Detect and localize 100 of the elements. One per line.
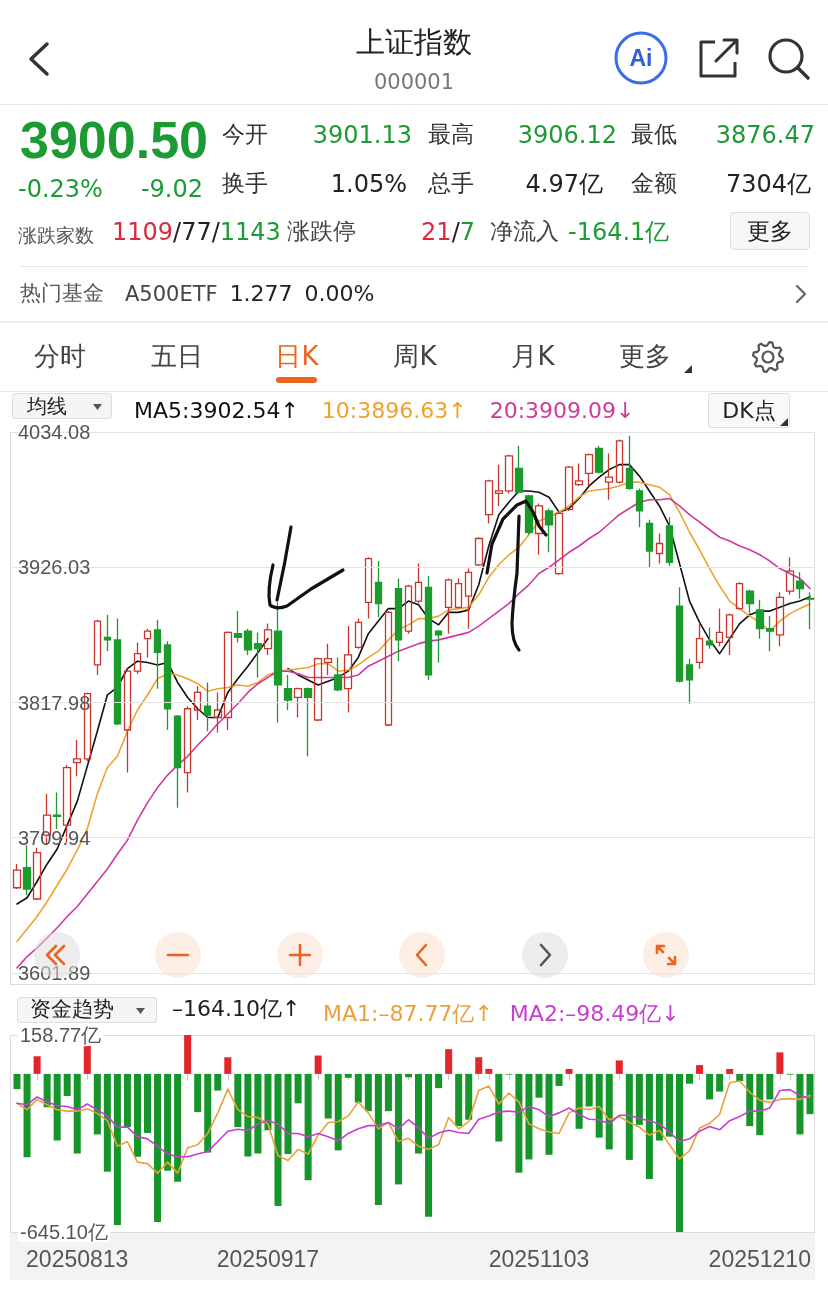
bar	[515, 1073, 523, 1173]
bar	[675, 1073, 684, 1232]
candlestick	[72, 739, 82, 777]
bar	[204, 1073, 212, 1153]
text: MA5:3902.54↑	[134, 397, 299, 423]
button: 更多	[730, 212, 810, 250]
x-tick-label: 20250917	[216, 1245, 320, 1272]
text: 1.277	[229, 280, 293, 308]
candlestick	[153, 619, 162, 690]
candlestick	[574, 462, 584, 487]
bar	[585, 1073, 593, 1107]
bar	[565, 1069, 573, 1074]
candlestick	[615, 438, 624, 485]
candlestick	[745, 589, 755, 615]
candlestick	[805, 591, 815, 630]
bar	[706, 1073, 714, 1100]
candlestick	[32, 847, 42, 901]
text: 1109	[112, 217, 174, 247]
bar	[284, 1073, 292, 1155]
bar	[686, 1073, 694, 1084]
bar	[224, 1057, 232, 1074]
bar	[485, 1069, 493, 1074]
bar	[796, 1073, 804, 1135]
text: 10:3896.63↑	[321, 397, 467, 423]
bar	[254, 1073, 262, 1154]
candlestick	[594, 445, 604, 475]
y-tick-label: 3926.03	[18, 556, 91, 579]
bar	[174, 1073, 182, 1182]
text: 金额	[631, 170, 677, 198]
text: 五日	[151, 341, 203, 373]
candlestick	[564, 465, 574, 512]
candlestick	[514, 445, 524, 495]
candlestick	[384, 610, 393, 727]
text: 1143	[219, 217, 281, 247]
bar	[615, 1060, 623, 1074]
text: 上证指数	[356, 24, 472, 60]
bar	[354, 1073, 362, 1103]
line-series	[16, 1080, 811, 1174]
candlestick	[765, 615, 775, 652]
candlestick	[554, 510, 564, 576]
candlestick	[243, 627, 253, 656]
bar	[605, 1073, 613, 1150]
candlestick	[755, 599, 765, 640]
bar	[655, 1073, 663, 1141]
bar	[234, 1073, 242, 1128]
candlestick	[123, 668, 132, 774]
text: 换手	[222, 170, 268, 198]
candlestick	[504, 453, 514, 495]
bar	[525, 1073, 533, 1160]
bar	[716, 1073, 724, 1092]
bar	[133, 1073, 141, 1157]
candlestick	[203, 681, 212, 732]
bar	[736, 1073, 744, 1082]
candlestick	[103, 614, 112, 652]
candlestick	[685, 658, 694, 705]
candlestick	[374, 560, 383, 619]
text: 7304亿	[725, 169, 811, 199]
candlestick	[12, 863, 22, 890]
bar	[83, 1045, 91, 1074]
text: 日K	[275, 341, 319, 373]
bar	[465, 1073, 473, 1120]
candlestick	[645, 519, 654, 568]
text: –164.10亿↑	[172, 995, 301, 1023]
candlestick	[143, 627, 152, 659]
text: /77/	[173, 217, 220, 247]
bar	[394, 1073, 402, 1185]
text: -9.02	[140, 174, 203, 204]
bar	[264, 1073, 272, 1131]
bar	[23, 1073, 31, 1158]
bar	[696, 1065, 704, 1074]
candlestick	[193, 685, 202, 721]
bar	[625, 1073, 633, 1160]
bar	[425, 1073, 433, 1217]
text: A500ETF	[125, 281, 218, 307]
candlestick	[253, 631, 263, 679]
bar	[123, 1073, 131, 1128]
bar	[756, 1073, 764, 1136]
candlestick	[464, 567, 473, 630]
bar	[294, 1073, 302, 1104]
bar	[103, 1073, 111, 1172]
text: 热门基金	[20, 281, 104, 307]
text: 3876.47	[715, 120, 815, 150]
candlestick	[795, 571, 805, 600]
candlestick	[93, 619, 102, 676]
candlestick	[354, 617, 363, 650]
text: 4.97亿	[525, 169, 603, 199]
candlestick	[364, 556, 373, 620]
bar	[495, 1073, 503, 1142]
bar	[13, 1073, 21, 1090]
text: 月K	[511, 341, 555, 373]
text: 1.05%	[330, 169, 407, 199]
text: /	[451, 217, 460, 247]
text: 7	[459, 217, 475, 247]
bar	[324, 1073, 332, 1119]
candlestick	[484, 479, 494, 525]
text: -164.1亿	[568, 217, 670, 247]
candlestick	[283, 674, 293, 711]
candlestick	[414, 562, 423, 605]
bar	[455, 1073, 463, 1127]
text: 涨跌停	[287, 218, 356, 246]
